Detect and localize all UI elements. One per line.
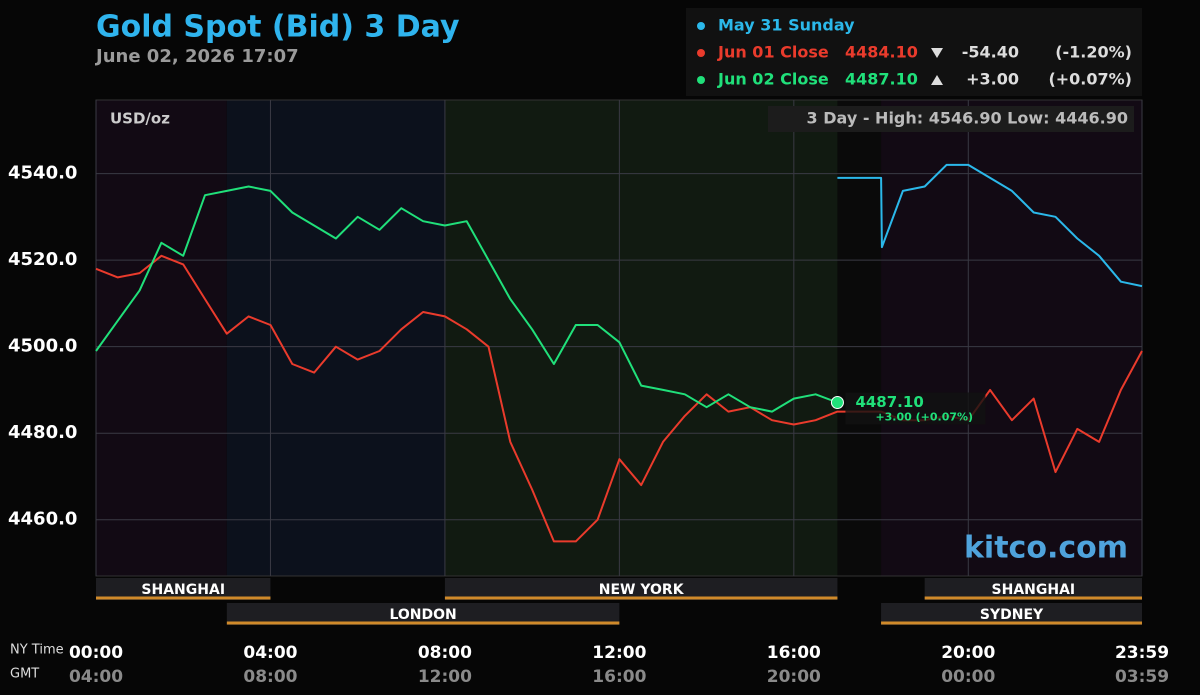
session-shade (881, 100, 1142, 576)
x-tick-label: 16:00 (767, 643, 821, 663)
session-label: NEW YORK (599, 582, 685, 598)
series-line (837, 163, 1143, 288)
chart-subtitle: June 02, 2026 17:07 (94, 46, 299, 67)
gmt-tick-label: 03:59 (1115, 667, 1169, 687)
range-note-bg (768, 106, 1134, 132)
gmt-tick-label: 12:00 (418, 667, 472, 687)
legend-price: 4487.10 (845, 70, 918, 89)
session-band (881, 603, 1142, 625)
unit-label: USD/oz (110, 110, 170, 128)
legend-change-pct: (-1.20%) (1055, 43, 1132, 62)
x-axis-label: NY Time (10, 643, 64, 658)
gmt-tick-label: 08:00 (243, 667, 297, 687)
gmt-tick-label: 16:00 (592, 667, 646, 687)
y-tick-label: 4540.0 (8, 163, 77, 184)
legend-dot (697, 76, 705, 84)
gmt-tick-label: 00:00 (941, 667, 995, 687)
x-tick-label: 23:59 (1115, 643, 1169, 663)
y-tick-label: 4520.0 (8, 249, 77, 270)
session-label: SYDNEY (980, 607, 1044, 623)
range-note: 3 Day - High: 4546.90 Low: 4446.90 (807, 109, 1128, 128)
watermark: kitco.com (964, 531, 1128, 566)
legend-change: +3.00 (966, 70, 1019, 89)
session-band (444, 578, 838, 600)
session-label: SHANGHAI (141, 582, 225, 598)
y-tick-label: 4500.0 (8, 336, 77, 357)
legend-box (686, 8, 1142, 96)
session-shade (837, 100, 882, 576)
gmt-tick-label: 04:00 (69, 667, 123, 687)
series-line (95, 185, 838, 413)
legend-dot (697, 22, 705, 30)
last-price-dot (830, 395, 844, 409)
x-tick-label: 12:00 (592, 643, 646, 663)
session-shade (444, 100, 838, 576)
gmt-tick-label: 20:00 (767, 667, 821, 687)
session-band (924, 578, 1142, 600)
session-label: LONDON (389, 607, 456, 623)
x-tick-label: 20:00 (941, 643, 995, 663)
session-band (226, 603, 620, 625)
legend-arrow (931, 48, 943, 58)
chart-title: Gold Spot (Bid) 3 Day (96, 10, 460, 45)
legend-price: 4484.10 (845, 43, 918, 62)
legend-label: Jun 02 Close (717, 70, 829, 89)
y-tick-label: 4460.0 (8, 509, 77, 530)
x-tick-label: 00:00 (69, 643, 123, 663)
last-price-label: 4487.10 (855, 393, 923, 411)
session-band (96, 578, 271, 600)
y-tick-label: 4480.0 (8, 422, 77, 443)
legend-change-pct: (+0.07%) (1048, 70, 1132, 89)
legend-label: Jun 01 Close (717, 43, 829, 62)
last-change-label: +3.00 (+0.07%) (875, 410, 973, 423)
x-tick-label: 08:00 (418, 643, 472, 663)
session-shade (96, 100, 227, 576)
legend-dot (697, 49, 705, 57)
legend-arrow (931, 75, 943, 85)
x-tick-label: 04:00 (243, 643, 297, 663)
session-shade (226, 100, 445, 576)
legend-change: -54.40 (962, 43, 1019, 62)
legend-label: May 31 Sunday (718, 16, 855, 35)
session-label: SHANGHAI (992, 582, 1076, 598)
x2-axis-label: GMT (10, 667, 39, 682)
last-price-box (845, 392, 986, 425)
